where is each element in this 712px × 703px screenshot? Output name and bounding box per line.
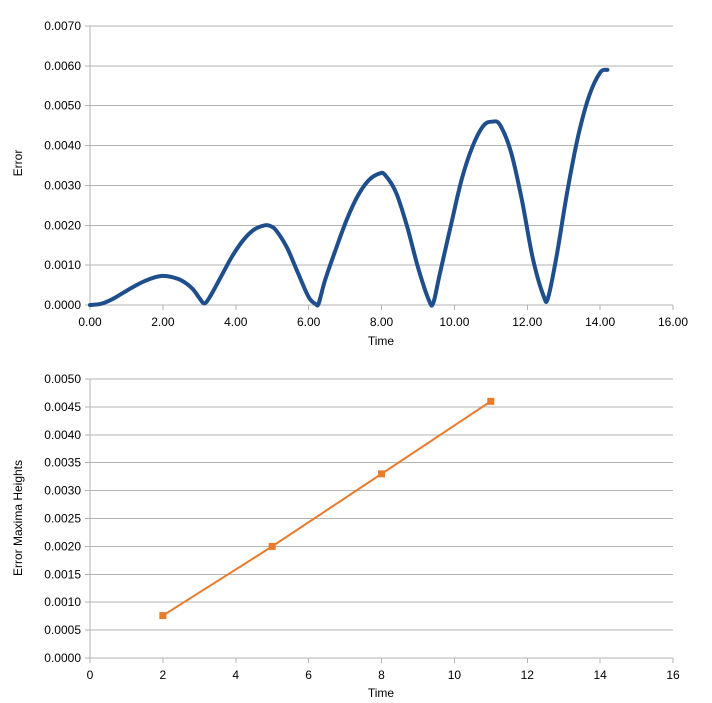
error-chart-x-tick-label: 12.00 <box>512 315 542 329</box>
error-maxima-chart-y-tick-label: 0.0015 <box>44 567 81 581</box>
error-chart-x-axis-title: Time <box>368 334 395 348</box>
error-chart-y-tick-label: 0.0050 <box>44 99 81 113</box>
error-maxima-chart-x-tick-label: 0 <box>87 668 94 682</box>
error-chart-series <box>88 67 610 308</box>
error-chart-x-tick-label: 10.00 <box>439 315 469 329</box>
error-chart-x-tick-label: 14.00 <box>585 315 615 329</box>
error-maxima-chart-y-tick-label: 0.0040 <box>44 428 81 442</box>
error-chart-y-tick-label: 0.0020 <box>44 218 81 232</box>
error-maxima-chart-series-line <box>161 400 492 617</box>
error-maxima-chart-x-tick-label: 12 <box>521 668 535 682</box>
error-chart-x-tick-label: 8.00 <box>370 315 394 329</box>
error-chart-y-axis-title: Error <box>11 150 25 177</box>
error-maxima-chart-axes <box>85 378 674 663</box>
error-maxima-chart-y-tick-label: 0.0045 <box>44 400 81 414</box>
error-maxima-chart-y-tick-label: 0.0030 <box>44 484 81 498</box>
error-chart-y-tick-label: 0.0000 <box>44 298 81 312</box>
error-chart-x-ticks: 0.00 2.00 4.00 6.00 8.00 10.00 12.00 14.00 16.00 <box>78 315 688 329</box>
error-maxima-chart-x-tick-label: 2 <box>160 668 167 682</box>
error-maxima-chart-data-point <box>268 542 276 550</box>
error-chart-y-tick-label: 0.0040 <box>44 139 81 153</box>
error-maxima-chart-y-tick-label: 0.0050 <box>44 372 81 386</box>
error-maxima-chart-data-point <box>159 612 167 620</box>
error-maxima-chart-y-ticks: 0.0000 0.0005 0.0010 0.0015 0.0020 0.0025 0.00… <box>44 372 81 665</box>
error-maxima-chart-series <box>159 397 495 620</box>
error-maxima-chart-data-point <box>378 470 385 478</box>
error-chart-y-tick-label: 0.0010 <box>44 258 81 272</box>
error-maxima-chart-y-tick-label: 0.0010 <box>44 595 81 609</box>
error-chart-x-tick-label: 6.00 <box>297 315 321 329</box>
error-chart-x-tick-label: 0.00 <box>78 315 102 329</box>
error-chart-x-tick-label: 2.00 <box>151 315 175 329</box>
error-maxima-chart-gridlines <box>90 378 673 631</box>
error-maxima-chart-x-tick-label: 10 <box>448 668 462 682</box>
error-chart: 0.0000 0.0010 0.0020 0.0030 0.0040 0.0050 0.00… <box>11 19 688 348</box>
error-maxima-chart-y-tick-label: 0.0020 <box>44 539 81 553</box>
error-chart-series-line <box>88 67 610 308</box>
error-maxima-chart-x-tick-label: 16 <box>666 668 680 682</box>
error-maxima-chart-x-tick-label: 8 <box>378 668 385 682</box>
error-maxima-chart-x-axis-title: Time <box>368 686 395 700</box>
error-chart-x-tick-label: 4.00 <box>224 315 248 329</box>
error-maxima-chart-x-tick-label: 6 <box>305 668 312 682</box>
error-chart-gridlines <box>90 25 673 266</box>
error-maxima-chart-y-tick-label: 0.0005 <box>44 623 81 637</box>
error-chart-axes <box>85 25 674 310</box>
error-chart-y-tick-label: 0.0060 <box>44 59 81 73</box>
error-chart-x-tick-label: 16.00 <box>658 315 688 329</box>
error-maxima-chart-x-tick-label: 14 <box>593 668 607 682</box>
error-maxima-chart-y-tick-label: 0.0035 <box>44 456 81 470</box>
error-chart-y-tick-label: 0.0070 <box>44 19 81 33</box>
error-maxima-chart-x-tick-label: 4 <box>232 668 239 682</box>
error-maxima-chart-y-tick-label: 0.0025 <box>44 512 81 526</box>
error-chart-y-ticks: 0.0000 0.0010 0.0020 0.0030 0.0040 0.0050 0.00… <box>44 19 81 312</box>
error-maxima-chart-y-tick-label: 0.0000 <box>44 651 81 665</box>
error-maxima-chart-x-ticks: 0 2 4 6 8 10 12 14 16 <box>87 668 680 682</box>
error-chart-y-tick-label: 0.0030 <box>44 178 81 192</box>
error-maxima-chart: 0.0000 0.0005 0.0010 0.0015 0.0020 0.0025 0.00… <box>11 372 680 700</box>
error-maxima-chart-data-point <box>487 397 495 405</box>
error-maxima-chart-y-axis-title: Error Maxima Heights <box>11 460 25 576</box>
